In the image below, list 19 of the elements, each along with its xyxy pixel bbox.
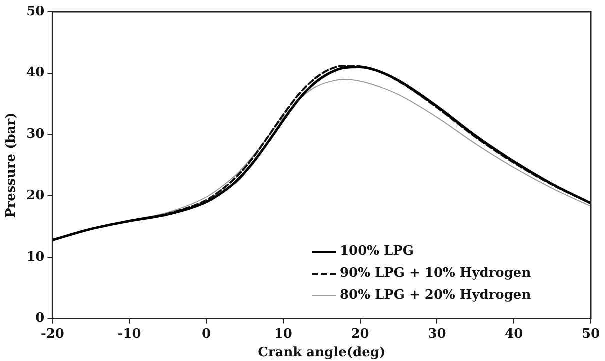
y-tick-label: 10 (26, 250, 45, 265)
y-axis-title: Pressure (bar) (4, 112, 20, 218)
x-tick-label: 50 (582, 326, 600, 342)
x-tick-label: 20 (351, 326, 370, 342)
x-tick-label: -20 (40, 326, 64, 342)
legend-label: 90% LPG + 10% Hydrogen (340, 266, 532, 282)
x-tick-label: 0 (202, 326, 212, 342)
x-axis-title: Crank angle(deg) (258, 346, 386, 361)
legend-label: 100% LPG (340, 244, 414, 260)
legend-label: 80% LPG + 20% Hydrogen (340, 288, 532, 304)
x-tick-label: -10 (118, 326, 142, 342)
y-tick-label: 0 (36, 311, 45, 326)
y-tick-label: 20 (26, 188, 45, 204)
x-tick-label: 30 (428, 326, 446, 342)
x-tick-label: 10 (274, 326, 292, 342)
y-tick-label: 50 (26, 4, 45, 20)
y-tick-label: 30 (26, 127, 45, 142)
y-tick-label: 40 (26, 66, 45, 81)
x-tick-label: 40 (505, 326, 524, 342)
